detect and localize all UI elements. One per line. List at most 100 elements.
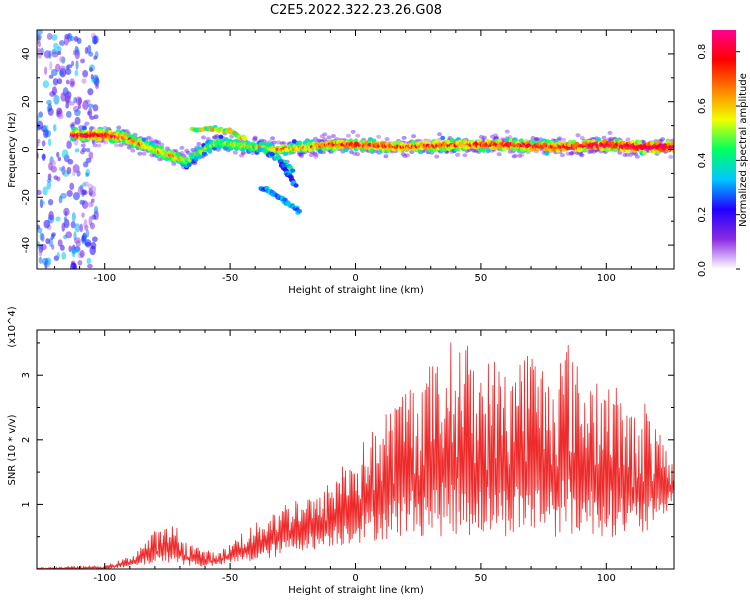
spectrogram-cell: [82, 126, 87, 131]
spectrogram-cell: [493, 133, 499, 138]
spectrogram-cell: [55, 63, 61, 72]
spectrogram-cell: [56, 78, 63, 85]
spectrogram-cell: [88, 151, 94, 160]
spectrogram-cell: [588, 149, 594, 154]
spectrogram-cell: [81, 189, 87, 196]
x-tick-label: 50: [475, 273, 488, 284]
spectrogram-cell: [57, 156, 62, 162]
y-tick-label: 0: [21, 146, 32, 152]
spectrogram-cell: [73, 97, 78, 104]
spectrogram-cell: [148, 137, 154, 142]
spectrogram-cell: [587, 150, 593, 155]
spectrogram-cell: [40, 200, 45, 206]
spectrogram-cell: [207, 148, 213, 154]
spectrogram-cell: [97, 136, 103, 142]
spectrogram-cell: [61, 252, 67, 260]
spectrogram-cell: [47, 173, 52, 181]
spectrogram-cell: [668, 154, 674, 159]
spectrogram-cell: [432, 147, 438, 152]
spectrogram-cell: [42, 124, 49, 131]
spectrogram-cell: [353, 138, 359, 143]
spectrogram-cell: [152, 139, 158, 144]
spectrogram-cell: [155, 140, 161, 145]
y-tick-label: 20: [21, 95, 32, 108]
spectrogram-cell: [69, 182, 75, 191]
spectrogram-cell: [642, 150, 647, 155]
spectrogram-cell: [434, 154, 440, 159]
spectrogram-cell: [606, 137, 612, 142]
spectrogram-cell: [252, 136, 258, 141]
spectrogram-cell: [624, 152, 630, 157]
spectrogram-cell: [561, 137, 567, 142]
spectrogram-cell: [471, 148, 477, 153]
snr-series-line: [37, 342, 674, 569]
spectrogram-cell: [42, 80, 50, 89]
spectrogram-cell: [44, 66, 48, 76]
spectrogram-cell: [480, 148, 486, 153]
spectrogram-cell: [47, 107, 54, 116]
spectrogram-cell: [449, 137, 455, 143]
spectrogram-cell: [87, 103, 94, 108]
spectrogram-cell: [43, 219, 51, 229]
spectrogram-cell: [66, 166, 72, 175]
spectrogram-cell: [92, 39, 98, 45]
spectrogram-cell: [91, 236, 98, 243]
colorbar-tick-label: 0.8: [697, 44, 708, 60]
spectrogram-cell: [513, 153, 519, 158]
spectrogram-cell: [352, 151, 358, 156]
spectrogram-cell: [59, 56, 66, 63]
spectrogram-cell: [373, 148, 379, 153]
spectrogram-cell: [153, 140, 159, 145]
spectrogram-cell: [75, 60, 79, 70]
colorbar-ticks: 0.0 0.2 0.4 0.6 0.8: [697, 44, 740, 277]
spectrogram-cell: [591, 149, 597, 154]
spectrogram-cell: [37, 142, 40, 147]
y-tick-label: 40: [21, 48, 32, 61]
spectrogram-cell: [75, 240, 81, 248]
spectrogram-cell: [53, 175, 59, 180]
spectrogram-cell: [511, 154, 517, 159]
spectrogram-cell: [579, 136, 585, 141]
x-tick-label: -50: [222, 273, 238, 284]
spectrogram-cell: [68, 245, 73, 253]
spectrogram-cell: [137, 151, 143, 156]
spectrogram-cell: [95, 84, 99, 89]
spectrogram-cell: [159, 145, 165, 150]
spectrogram-cell: [92, 104, 99, 112]
spectrogram-cell: [50, 34, 58, 41]
spectrogram-cell: [87, 44, 92, 54]
spectrogram-cell: [51, 48, 58, 55]
spectrogram-cell: [252, 135, 258, 140]
spectrogram-cell: [313, 152, 319, 157]
spectrogram-cell: [84, 121, 90, 126]
y-tick-label: 3: [21, 372, 32, 378]
spectrogram-cell: [80, 150, 85, 155]
spectrogram-cell: [383, 154, 389, 159]
x-tick-label: 100: [597, 273, 616, 284]
spectrogram-cell: [73, 36, 79, 42]
spectrogram-cell: [73, 231, 77, 241]
spectrogram-cell: [296, 209, 303, 214]
spectrogram-cell: [146, 135, 152, 140]
x-tick-label: -100: [93, 273, 116, 284]
spectrogram-cell: [322, 137, 328, 142]
spectrogram-cell: [330, 134, 336, 139]
spectrogram-cell: [343, 147, 349, 153]
snr-panel: -100 -50 0 50 100 1 2 3 Height of straight line…: [7, 306, 675, 596]
spectrogram-cell: [633, 151, 639, 156]
spectrogram-cell: [71, 212, 76, 222]
spectrogram-cell: [53, 42, 59, 50]
spectrogram-cell: [37, 34, 42, 41]
spectrogram-cell: [63, 218, 70, 229]
spectrogram-cell: [218, 134, 224, 139]
spectrogram-cell: [75, 96, 83, 106]
spectrogram-cell: [79, 223, 84, 233]
spectrogram-cell: [57, 113, 64, 120]
x-tick-label: -100: [93, 573, 116, 584]
spectrogram-cell: [234, 138, 240, 144]
spectrogram-cell: [91, 214, 97, 220]
spectrogram-cell: [48, 210, 54, 221]
spectrogram-cell: [622, 152, 628, 157]
spectrogram-cell: [574, 141, 580, 147]
